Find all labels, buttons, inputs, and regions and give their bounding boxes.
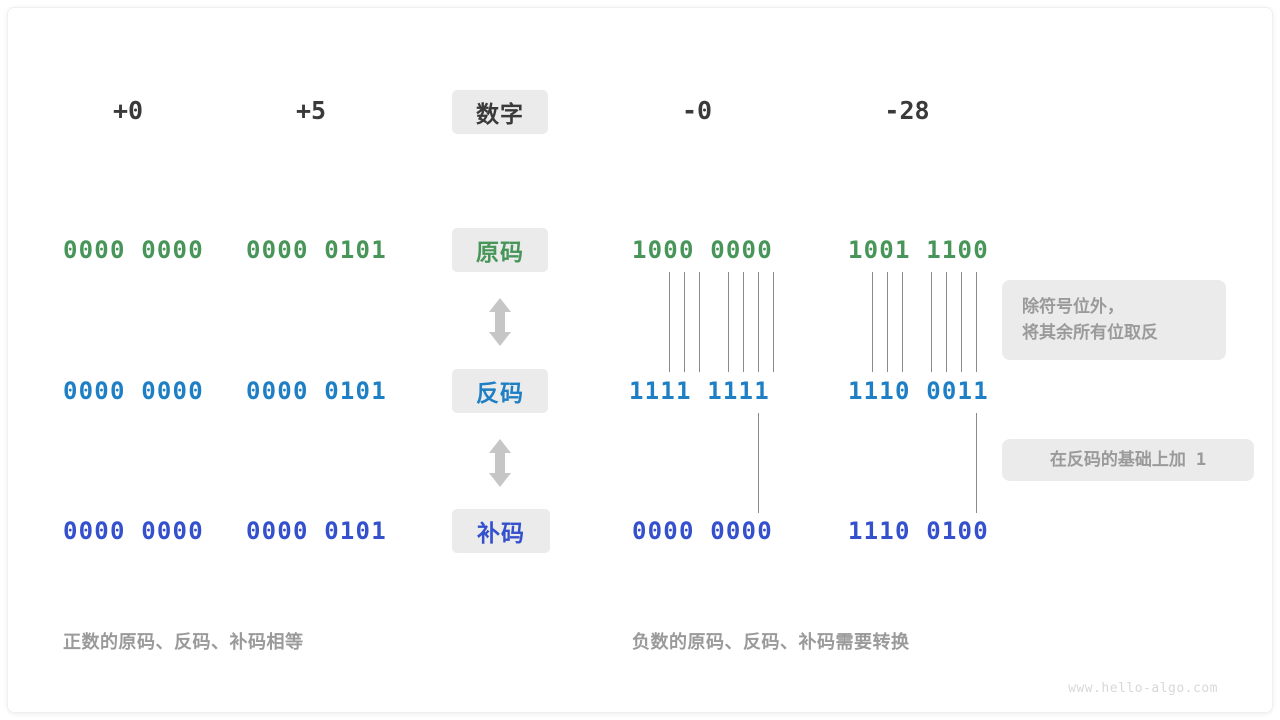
cell-twos-complement-minus-twentyeight: 1110 0100 — [848, 517, 989, 545]
diagram-canvas: +0 +5 数字 -0 -28 0000 0000 0000 0101 原码 1… — [8, 8, 1272, 712]
connector-line — [931, 272, 932, 372]
row-label-sign-magnitude: 原码 — [452, 228, 548, 272]
connector-line — [902, 272, 903, 372]
row-label-ones-complement: 反码 — [452, 369, 548, 413]
connector-line — [728, 272, 729, 372]
column-header-plus-zero: +0 — [112, 96, 144, 125]
cell-ones-complement-minus-twentyeight: 1110 0011 — [848, 377, 989, 405]
note-invert-bits: 除符号位外， 将其余所有位取反 — [1002, 280, 1226, 360]
updown-arrow-icon-top — [486, 296, 514, 348]
cell-sign-magnitude-plus-zero: 0000 0000 — [63, 236, 204, 264]
cell-ones-complement-minus-zero: 1111 1111 — [629, 377, 770, 405]
connector-line — [758, 413, 759, 513]
note-invert-line-2: 将其余所有位取反 — [1022, 323, 1158, 342]
connector-line — [961, 272, 962, 372]
connector-line — [887, 272, 888, 372]
connector-line — [743, 272, 744, 372]
column-header-minus-twentyeight: -28 — [884, 96, 930, 125]
note-add-one: 在反码的基础上加 1 — [1002, 439, 1254, 481]
cell-twos-complement-plus-zero: 0000 0000 — [63, 517, 204, 545]
note-add-one-value: 1 — [1195, 449, 1207, 470]
cell-twos-complement-minus-zero: 0000 0000 — [632, 517, 773, 545]
cell-twos-complement-plus-five: 0000 0101 — [246, 517, 387, 545]
connector-line — [872, 272, 873, 372]
connector-line — [976, 413, 977, 513]
cell-sign-magnitude-plus-five: 0000 0101 — [246, 236, 387, 264]
connector-line — [773, 272, 774, 372]
connector-line — [669, 272, 670, 372]
note-add-one-text: 在反码的基础上加 — [1049, 449, 1186, 469]
watermark: www.hello-algo.com — [1068, 681, 1218, 696]
caption-negative: 负数的原码、反码、补码需要转换 — [632, 632, 910, 652]
cell-ones-complement-plus-zero: 0000 0000 — [63, 377, 204, 405]
connector-line — [976, 272, 977, 372]
column-header-minus-zero: -0 — [681, 96, 713, 125]
cell-ones-complement-plus-five: 0000 0101 — [246, 377, 387, 405]
cell-sign-magnitude-minus-zero: 1000 0000 — [632, 236, 773, 264]
column-header-plus-five: +5 — [295, 96, 327, 125]
connector-line — [684, 272, 685, 372]
updown-arrow-icon-bottom — [486, 437, 514, 489]
connector-line — [758, 272, 759, 372]
row-label-twos-complement: 补码 — [452, 509, 550, 553]
connector-line — [946, 272, 947, 372]
cell-sign-magnitude-minus-twentyeight: 1001 1100 — [848, 236, 989, 264]
note-invert-line-1: 除符号位外， — [1022, 296, 1124, 316]
row-label-header-number: 数字 — [452, 90, 548, 134]
connector-line — [699, 272, 700, 372]
caption-positive: 正数的原码、反码、补码相等 — [63, 632, 304, 652]
